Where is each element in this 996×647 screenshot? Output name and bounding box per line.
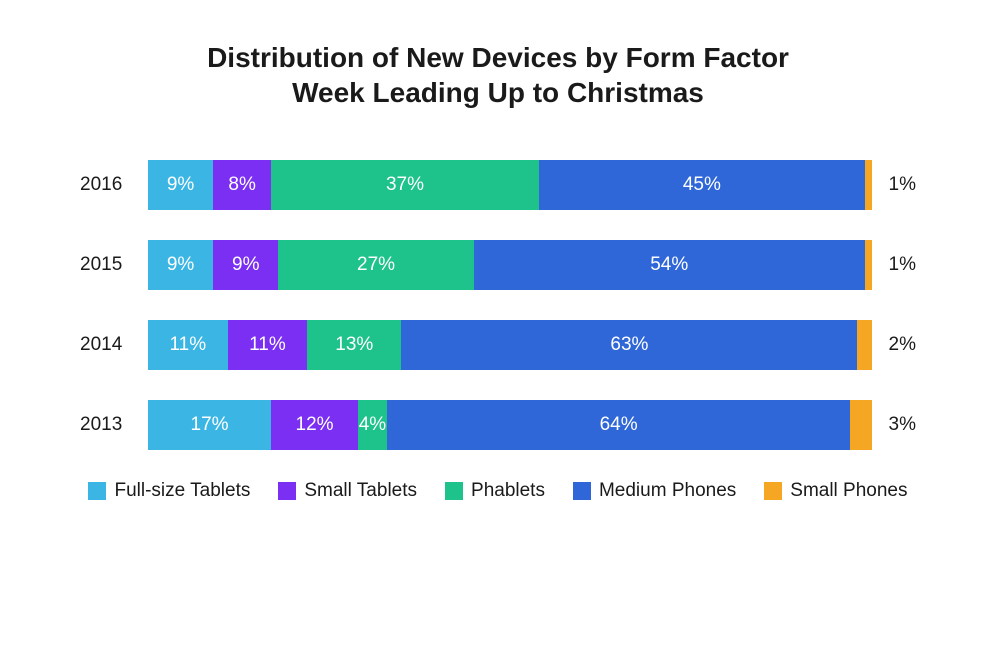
legend-label: Medium Phones	[599, 480, 736, 502]
bar-segment: 9%	[148, 160, 213, 210]
bar-track: 9% 9% 27% 54%	[148, 240, 872, 290]
bar-segment: 12%	[271, 400, 358, 450]
bar-track: 17% 12% 4% 64%	[148, 400, 872, 450]
bar-segment: 45%	[539, 160, 865, 210]
segment-label: 17%	[191, 414, 229, 436]
bar-segment: 11%	[148, 320, 228, 370]
segment-label: 63%	[610, 334, 648, 356]
end-label: 1%	[872, 254, 916, 276]
segment-label: 54%	[650, 254, 688, 276]
end-label: 3%	[872, 414, 916, 436]
legend-swatch	[445, 482, 463, 500]
year-label: 2013	[80, 414, 140, 436]
bar-segment: 63%	[401, 320, 857, 370]
bar-segment: 54%	[474, 240, 865, 290]
segment-label: 45%	[683, 174, 721, 196]
legend-item: Phablets	[445, 480, 545, 502]
bar-segment: 17%	[148, 400, 271, 450]
legend-label: Small Phones	[790, 480, 907, 502]
segment-label: 11%	[170, 334, 207, 356]
year-label: 2015	[80, 254, 140, 276]
bar-segment: 27%	[278, 240, 473, 290]
legend-label: Full-size Tablets	[114, 480, 250, 502]
end-label: 1%	[872, 174, 916, 196]
legend-label: Small Tablets	[304, 480, 417, 502]
bar-segment	[865, 240, 872, 290]
segment-label: 9%	[232, 254, 259, 276]
legend-item: Full-size Tablets	[88, 480, 250, 502]
legend-label: Phablets	[471, 480, 545, 502]
segment-label: 13%	[335, 334, 373, 356]
legend-swatch	[764, 482, 782, 500]
chart-container: Distribution of New Devices by Form Fact…	[0, 0, 996, 647]
legend-swatch	[573, 482, 591, 500]
legend-item: Small Phones	[764, 480, 907, 502]
segment-label: 4%	[359, 414, 386, 436]
chart-title-line2: Week Leading Up to Christmas	[292, 77, 704, 108]
bar-segment: 11%	[228, 320, 308, 370]
bar-segment: 9%	[148, 240, 213, 290]
bar-segment: 64%	[387, 400, 850, 450]
bar-track: 11% 11% 13% 63%	[148, 320, 872, 370]
bar-segment: 4%	[358, 400, 387, 450]
legend: Full-size Tablets Small Tablets Phablets Me…	[50, 480, 946, 502]
segment-label: 9%	[167, 174, 194, 196]
legend-swatch	[88, 482, 106, 500]
segment-label: 64%	[600, 414, 638, 436]
bar-row: 2013 17% 12% 4% 64% 3%	[80, 400, 916, 450]
segment-label: 12%	[296, 414, 334, 436]
segment-label: 37%	[386, 174, 424, 196]
year-label: 2014	[80, 334, 140, 356]
bars-area: 20169%8%37%45%1%20159%9%27%54%1%201411%1…	[50, 160, 946, 450]
bar-segment	[857, 320, 871, 370]
bar-row: 2014 11% 11% 13% 63% 2%	[80, 320, 916, 370]
bar-segment	[865, 160, 872, 210]
bar-segment: 9%	[213, 240, 278, 290]
chart-title-line1: Distribution of New Devices by Form Fact…	[207, 42, 789, 73]
end-label: 2%	[872, 334, 916, 356]
bar-track: 9% 8% 37% 45%	[148, 160, 872, 210]
chart-title: Distribution of New Devices by Form Fact…	[50, 40, 946, 110]
year-label: 2016	[80, 174, 140, 196]
bar-row: 2016 9% 8% 37% 45% 1%	[80, 160, 916, 210]
bar-segment	[850, 400, 872, 450]
bar-row: 2015 9% 9% 27% 54% 1%	[80, 240, 916, 290]
bar-segment: 37%	[271, 160, 539, 210]
bar-segment: 13%	[307, 320, 401, 370]
segment-label: 27%	[357, 254, 395, 276]
bar-segment: 8%	[213, 160, 271, 210]
legend-item: Small Tablets	[278, 480, 417, 502]
legend-swatch	[278, 482, 296, 500]
legend-item: Medium Phones	[573, 480, 736, 502]
segment-label: 9%	[167, 254, 194, 276]
segment-label: 11%	[249, 334, 286, 356]
segment-label: 8%	[228, 174, 255, 196]
